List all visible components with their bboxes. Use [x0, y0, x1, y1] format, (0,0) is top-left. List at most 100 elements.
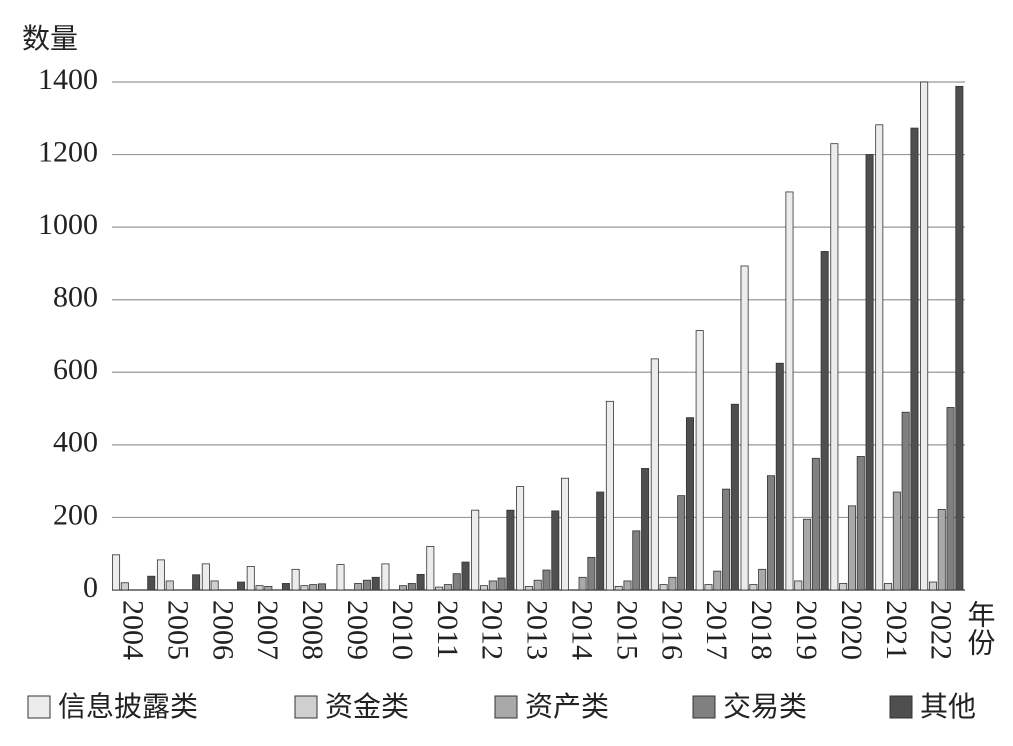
bar — [946, 407, 955, 591]
bar — [758, 568, 767, 591]
bar — [506, 509, 515, 591]
bar — [892, 491, 901, 591]
bar — [740, 265, 749, 591]
bar — [524, 585, 533, 591]
bar — [578, 576, 587, 591]
legend-swatch — [294, 695, 318, 719]
bar — [426, 546, 435, 591]
bar — [641, 468, 650, 591]
legend-label: 资金类 — [325, 690, 409, 723]
bar — [112, 554, 121, 591]
bar — [516, 486, 525, 591]
x-tick-label: 2010 — [386, 600, 419, 660]
bar — [749, 584, 758, 591]
bar — [461, 561, 470, 591]
bar — [354, 583, 363, 591]
x-tick-label: 2014 — [566, 600, 599, 660]
legend-label: 资产类 — [525, 690, 609, 723]
bar — [362, 579, 371, 591]
legend-swatch — [494, 695, 518, 719]
bar — [452, 573, 461, 591]
bar — [713, 570, 722, 591]
bar — [300, 585, 309, 591]
bar — [847, 505, 856, 591]
bar — [336, 564, 345, 591]
bar — [560, 477, 569, 591]
y-tick-label: 1400 — [38, 63, 98, 96]
legend-label: 交易类 — [723, 690, 807, 723]
y-tick-label: 200 — [53, 498, 98, 531]
bar — [587, 556, 596, 591]
x-tick-label: 2017 — [700, 600, 733, 660]
bar — [722, 488, 731, 591]
bar — [811, 457, 820, 591]
bar — [632, 530, 641, 591]
bar — [542, 569, 551, 591]
bar — [928, 581, 937, 591]
x-tick-label: 2004 — [117, 600, 150, 660]
legend-label: 信息披露类 — [58, 690, 198, 723]
bar — [381, 563, 390, 591]
x-tick-label: 2015 — [610, 600, 643, 660]
bar — [165, 580, 174, 591]
bar — [937, 509, 946, 591]
legend-swatch — [889, 695, 913, 719]
y-tick-label: 800 — [53, 281, 98, 314]
bar — [480, 585, 489, 591]
y-tick-label: 400 — [53, 426, 98, 459]
bar — [497, 577, 506, 591]
y-tick-label: 1000 — [38, 208, 98, 241]
bar — [839, 583, 848, 591]
bar — [533, 579, 542, 591]
bar — [955, 85, 964, 591]
bar — [399, 585, 408, 591]
bar — [685, 417, 694, 591]
bar — [668, 576, 677, 591]
bar — [875, 124, 884, 591]
bar — [488, 580, 497, 591]
bar — [614, 585, 623, 591]
bar — [201, 563, 210, 591]
bar — [785, 191, 794, 591]
y-tick-label: 600 — [53, 353, 98, 386]
bar — [623, 580, 632, 591]
bar — [704, 584, 713, 591]
bar — [766, 475, 775, 591]
bar — [820, 251, 829, 591]
x-tick-label: 2011 — [431, 600, 464, 659]
bar — [803, 518, 812, 591]
bar — [371, 576, 380, 591]
x-tick-label: 2006 — [206, 600, 239, 660]
bar — [551, 510, 560, 591]
x-tick-label: 2019 — [790, 600, 823, 660]
x-tick-label: 2007 — [251, 600, 284, 660]
bar — [237, 581, 246, 591]
x-axis-label: 年份 — [964, 600, 997, 656]
legend-swatch — [27, 695, 51, 719]
bar — [650, 358, 659, 591]
bar — [291, 568, 300, 591]
x-tick-label: 2013 — [521, 600, 554, 660]
bar — [910, 127, 919, 591]
bar — [309, 584, 318, 591]
bar — [775, 362, 784, 591]
bar — [416, 573, 425, 591]
legend-label: 其他 — [920, 690, 976, 723]
bar — [884, 583, 893, 591]
bar — [830, 143, 839, 591]
bar — [210, 580, 219, 591]
x-tick-label: 2009 — [341, 600, 374, 660]
bar — [695, 330, 704, 591]
bar — [856, 456, 865, 591]
bar — [435, 586, 444, 591]
bar — [264, 585, 273, 591]
bar — [281, 583, 290, 591]
bar — [156, 559, 165, 591]
bar — [192, 574, 201, 591]
x-tick-label: 2016 — [655, 600, 688, 660]
x-tick-label: 2012 — [476, 600, 509, 660]
bar — [901, 411, 910, 591]
legend-swatch — [692, 695, 716, 719]
x-tick-label: 2005 — [161, 600, 194, 660]
